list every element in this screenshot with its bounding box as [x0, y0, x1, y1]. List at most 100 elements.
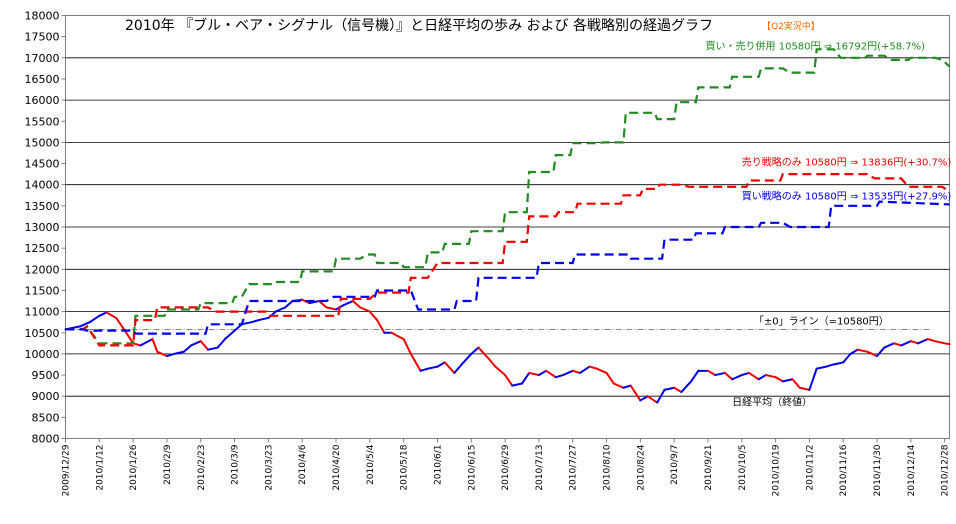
chart-subtitle: 【Q2実況中】 — [762, 20, 820, 32]
y-tick-label: 11000 — [25, 306, 60, 319]
nikkei-segment — [190, 340, 202, 347]
x-tick-label: 2010/5/4 — [366, 444, 376, 485]
x-tick-label: 2010/7/27 — [569, 445, 579, 491]
nikkei-segment — [876, 346, 886, 358]
nikkei-segment — [173, 350, 185, 355]
nikkei-segment — [595, 367, 608, 374]
x-tick-label: 2010/8/24 — [636, 444, 646, 490]
strategy-line-0000ee — [65, 200, 950, 335]
x-tick-label: 2010/3/9 — [231, 444, 241, 485]
nikkei-segment — [562, 369, 574, 377]
y-tick-label: 10500 — [25, 327, 60, 340]
nikkei-segment — [646, 395, 659, 404]
x-tick-label: 2010/5/18 — [400, 444, 410, 490]
nikkei-segment — [368, 310, 379, 322]
nikkei-segment — [723, 371, 734, 381]
nikkei-segment — [376, 319, 386, 334]
y-tick-label: 8000 — [32, 433, 60, 446]
nikkei-segment — [132, 342, 142, 347]
nikkei-segment — [528, 371, 540, 377]
series-lines — [64, 48, 951, 404]
x-tick-label: 2010/9/7 — [670, 445, 680, 485]
x-axis-ticks: 2009/12/29 2010/1/12 2010/1/26 2010/2/9 2010… — [62, 438, 951, 496]
x-tick-label: 2010/2/23 — [197, 445, 207, 491]
y-tick-label: 13500 — [25, 200, 60, 213]
nikkei-segment — [139, 338, 154, 347]
x-tick-label: 2010/11/30 — [873, 444, 883, 496]
x-tick-label: 2010/2/9 — [163, 444, 173, 485]
nikkei-segment — [740, 371, 751, 377]
nikkei-segment — [808, 367, 818, 391]
nikkei-segment — [883, 342, 895, 349]
nikkei-segment — [487, 357, 497, 368]
annotation-label: 日経平均（終値） — [732, 396, 812, 409]
nikkei-segment — [419, 367, 429, 372]
nikkei-segment — [257, 316, 270, 322]
nikkei-segment — [436, 361, 446, 368]
x-tick-label: 2010/6/29 — [501, 444, 511, 490]
y-tick-label: 12500 — [25, 242, 60, 255]
x-tick-label: 2010/12/14 — [907, 444, 917, 496]
nikkei-segment — [856, 348, 869, 353]
y-tick-label: 10000 — [25, 348, 60, 361]
y-tick-label: 18000 — [25, 10, 60, 23]
y-tick-label: 15000 — [25, 136, 60, 149]
x-tick-label: 2009/12/29 — [62, 444, 72, 496]
nikkei-segment — [115, 316, 125, 330]
nikkei-segment — [900, 340, 912, 347]
x-tick-label: 2010/4/20 — [332, 444, 342, 490]
nikkei-segment — [494, 365, 507, 377]
nikkei-segment — [842, 352, 852, 364]
nikkei-segment — [764, 374, 777, 379]
nikkei-segment — [791, 378, 801, 389]
nikkei-segment — [731, 374, 743, 381]
x-tick-label: 2010/6/15 — [467, 445, 477, 491]
nikkei-segment — [588, 365, 598, 370]
nikkei-segment — [274, 306, 287, 313]
nikkei-segment — [825, 363, 835, 368]
annotation-label: 買い戦略のみ 10580円 ⇒ 13535円(+27.9%) — [742, 190, 952, 203]
x-tick-label: 2010/6/1 — [433, 445, 443, 485]
y-tick-label: 14500 — [25, 158, 60, 171]
nikkei-segment — [673, 386, 683, 393]
nikkei-segment — [815, 365, 828, 370]
nikkei-segment — [520, 371, 531, 385]
y-tick-label: 16500 — [25, 73, 60, 86]
nikkei-segment — [680, 380, 693, 393]
nikkei-segment — [554, 374, 565, 379]
nikkei-segment — [426, 365, 439, 370]
x-tick-label: 2010/11/16 — [839, 444, 849, 496]
y-tick-label: 8500 — [32, 411, 60, 424]
strategy-line-228b22 — [65, 48, 951, 345]
nikkei-segment — [748, 371, 760, 381]
nikkei-segment — [537, 369, 548, 377]
x-tick-label: 2010/12/28 — [941, 444, 951, 496]
nikkei-segment — [639, 395, 649, 402]
nikkei-segment — [781, 378, 794, 383]
x-tick-label: 2010/1/26 — [129, 444, 139, 490]
y-tick-label: 17500 — [25, 31, 60, 44]
nikkei-segment — [207, 346, 219, 351]
y-tick-label: 13000 — [25, 221, 60, 234]
x-tick-label: 2010/9/21 — [704, 445, 714, 491]
nikkei-segment — [88, 314, 101, 324]
nikkei-segment — [511, 382, 523, 387]
nikkei-segment — [182, 344, 193, 353]
x-tick-label: 2010/8/10 — [603, 444, 613, 490]
nikkei-segment — [250, 319, 260, 324]
nikkei-segment — [663, 386, 676, 391]
nikkei-segment — [199, 340, 210, 351]
nikkei-segment — [443, 361, 456, 374]
chart-title: 2010年 『ブル・ベア・シグナル（信号機）』と日経平均の歩み および 各戦略別… — [125, 17, 713, 34]
nikkei-segment — [504, 374, 514, 387]
nikkei-segment — [151, 338, 159, 353]
nikkei-segment — [656, 388, 666, 404]
nikkei-segment — [98, 311, 108, 317]
nikkei-segment — [917, 338, 929, 345]
annotation-label: 「±0」ライン（=10580円） — [754, 315, 889, 327]
nikkei-segment — [105, 311, 118, 319]
nikkei-segment — [342, 300, 354, 307]
nikkei-segment — [757, 374, 767, 381]
x-tick-label: 2010/7/13 — [535, 445, 545, 491]
